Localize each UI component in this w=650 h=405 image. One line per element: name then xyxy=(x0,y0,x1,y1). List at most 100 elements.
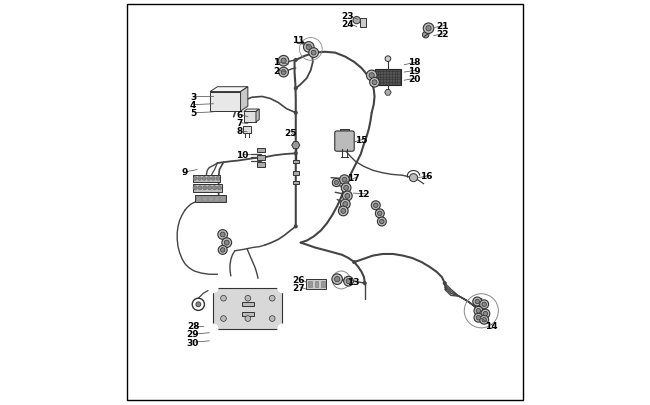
Bar xyxy=(192,184,222,192)
Bar xyxy=(306,279,326,289)
Circle shape xyxy=(202,177,206,181)
Circle shape xyxy=(339,175,349,185)
Text: 28: 28 xyxy=(187,322,200,330)
Circle shape xyxy=(341,209,346,214)
Bar xyxy=(192,175,220,183)
Text: 11: 11 xyxy=(292,36,305,45)
Text: 9: 9 xyxy=(182,168,188,177)
Circle shape xyxy=(279,68,289,78)
FancyBboxPatch shape xyxy=(335,132,354,152)
Circle shape xyxy=(224,241,229,245)
Circle shape xyxy=(344,277,354,286)
Circle shape xyxy=(473,297,482,306)
Circle shape xyxy=(208,324,218,334)
Circle shape xyxy=(309,49,318,58)
Circle shape xyxy=(245,296,251,301)
Text: 21: 21 xyxy=(437,22,449,31)
Circle shape xyxy=(217,186,222,190)
Circle shape xyxy=(352,260,356,264)
Circle shape xyxy=(304,43,314,53)
Circle shape xyxy=(343,192,352,201)
Circle shape xyxy=(371,201,380,210)
Polygon shape xyxy=(292,142,300,149)
Circle shape xyxy=(423,24,434,34)
Text: 4: 4 xyxy=(190,101,196,110)
Text: 6: 6 xyxy=(237,111,243,120)
Circle shape xyxy=(474,307,483,315)
Bar xyxy=(339,130,349,134)
Text: 13: 13 xyxy=(347,277,359,286)
Circle shape xyxy=(483,312,488,316)
Circle shape xyxy=(193,186,197,190)
Circle shape xyxy=(370,78,380,88)
Circle shape xyxy=(367,71,377,81)
Circle shape xyxy=(294,111,298,115)
Text: 29: 29 xyxy=(187,330,200,339)
Bar xyxy=(196,197,201,202)
Circle shape xyxy=(374,203,378,208)
Bar xyxy=(244,112,256,123)
Circle shape xyxy=(474,313,483,322)
Bar xyxy=(210,92,240,112)
Circle shape xyxy=(363,281,367,286)
Polygon shape xyxy=(240,87,248,112)
Circle shape xyxy=(245,316,251,322)
Bar xyxy=(213,288,282,329)
Circle shape xyxy=(375,209,384,218)
Text: 2: 2 xyxy=(273,66,280,75)
Circle shape xyxy=(207,177,211,181)
Bar xyxy=(292,160,299,164)
Circle shape xyxy=(222,238,231,248)
Text: 12: 12 xyxy=(358,190,370,199)
Circle shape xyxy=(213,186,216,190)
Circle shape xyxy=(220,248,225,253)
Text: 17: 17 xyxy=(347,174,359,183)
Text: 27: 27 xyxy=(292,283,305,292)
Text: 14: 14 xyxy=(485,322,498,330)
Circle shape xyxy=(380,220,384,224)
Circle shape xyxy=(480,315,489,324)
Text: 30: 30 xyxy=(187,338,200,347)
Circle shape xyxy=(269,316,275,322)
Circle shape xyxy=(426,26,431,32)
Bar xyxy=(315,281,318,288)
Circle shape xyxy=(278,283,287,294)
Bar xyxy=(195,196,226,203)
Bar xyxy=(242,303,254,307)
Circle shape xyxy=(335,277,340,282)
Text: 7: 7 xyxy=(237,119,243,128)
Circle shape xyxy=(294,225,298,229)
Polygon shape xyxy=(385,90,391,96)
Circle shape xyxy=(475,300,480,304)
Circle shape xyxy=(345,194,350,199)
Text: 19: 19 xyxy=(408,66,421,75)
Bar xyxy=(375,70,401,86)
Circle shape xyxy=(196,302,201,307)
Text: 22: 22 xyxy=(437,30,449,39)
Text: 20: 20 xyxy=(408,75,421,83)
Circle shape xyxy=(306,45,311,51)
Bar xyxy=(308,281,311,288)
Bar xyxy=(214,197,219,202)
Circle shape xyxy=(476,316,481,320)
Circle shape xyxy=(218,246,227,255)
Circle shape xyxy=(220,316,226,322)
Circle shape xyxy=(343,202,348,207)
Circle shape xyxy=(422,32,429,39)
Text: 1: 1 xyxy=(273,58,280,67)
Bar xyxy=(242,313,254,317)
Circle shape xyxy=(372,81,377,85)
Circle shape xyxy=(332,179,341,187)
Polygon shape xyxy=(256,110,259,123)
Circle shape xyxy=(311,51,316,56)
Circle shape xyxy=(294,87,298,91)
Circle shape xyxy=(216,177,220,181)
Circle shape xyxy=(294,59,298,63)
Circle shape xyxy=(482,302,486,307)
Bar xyxy=(243,127,251,134)
Bar xyxy=(208,197,213,202)
Circle shape xyxy=(218,230,227,240)
Circle shape xyxy=(341,200,350,209)
Bar xyxy=(321,281,324,288)
Circle shape xyxy=(211,177,215,181)
